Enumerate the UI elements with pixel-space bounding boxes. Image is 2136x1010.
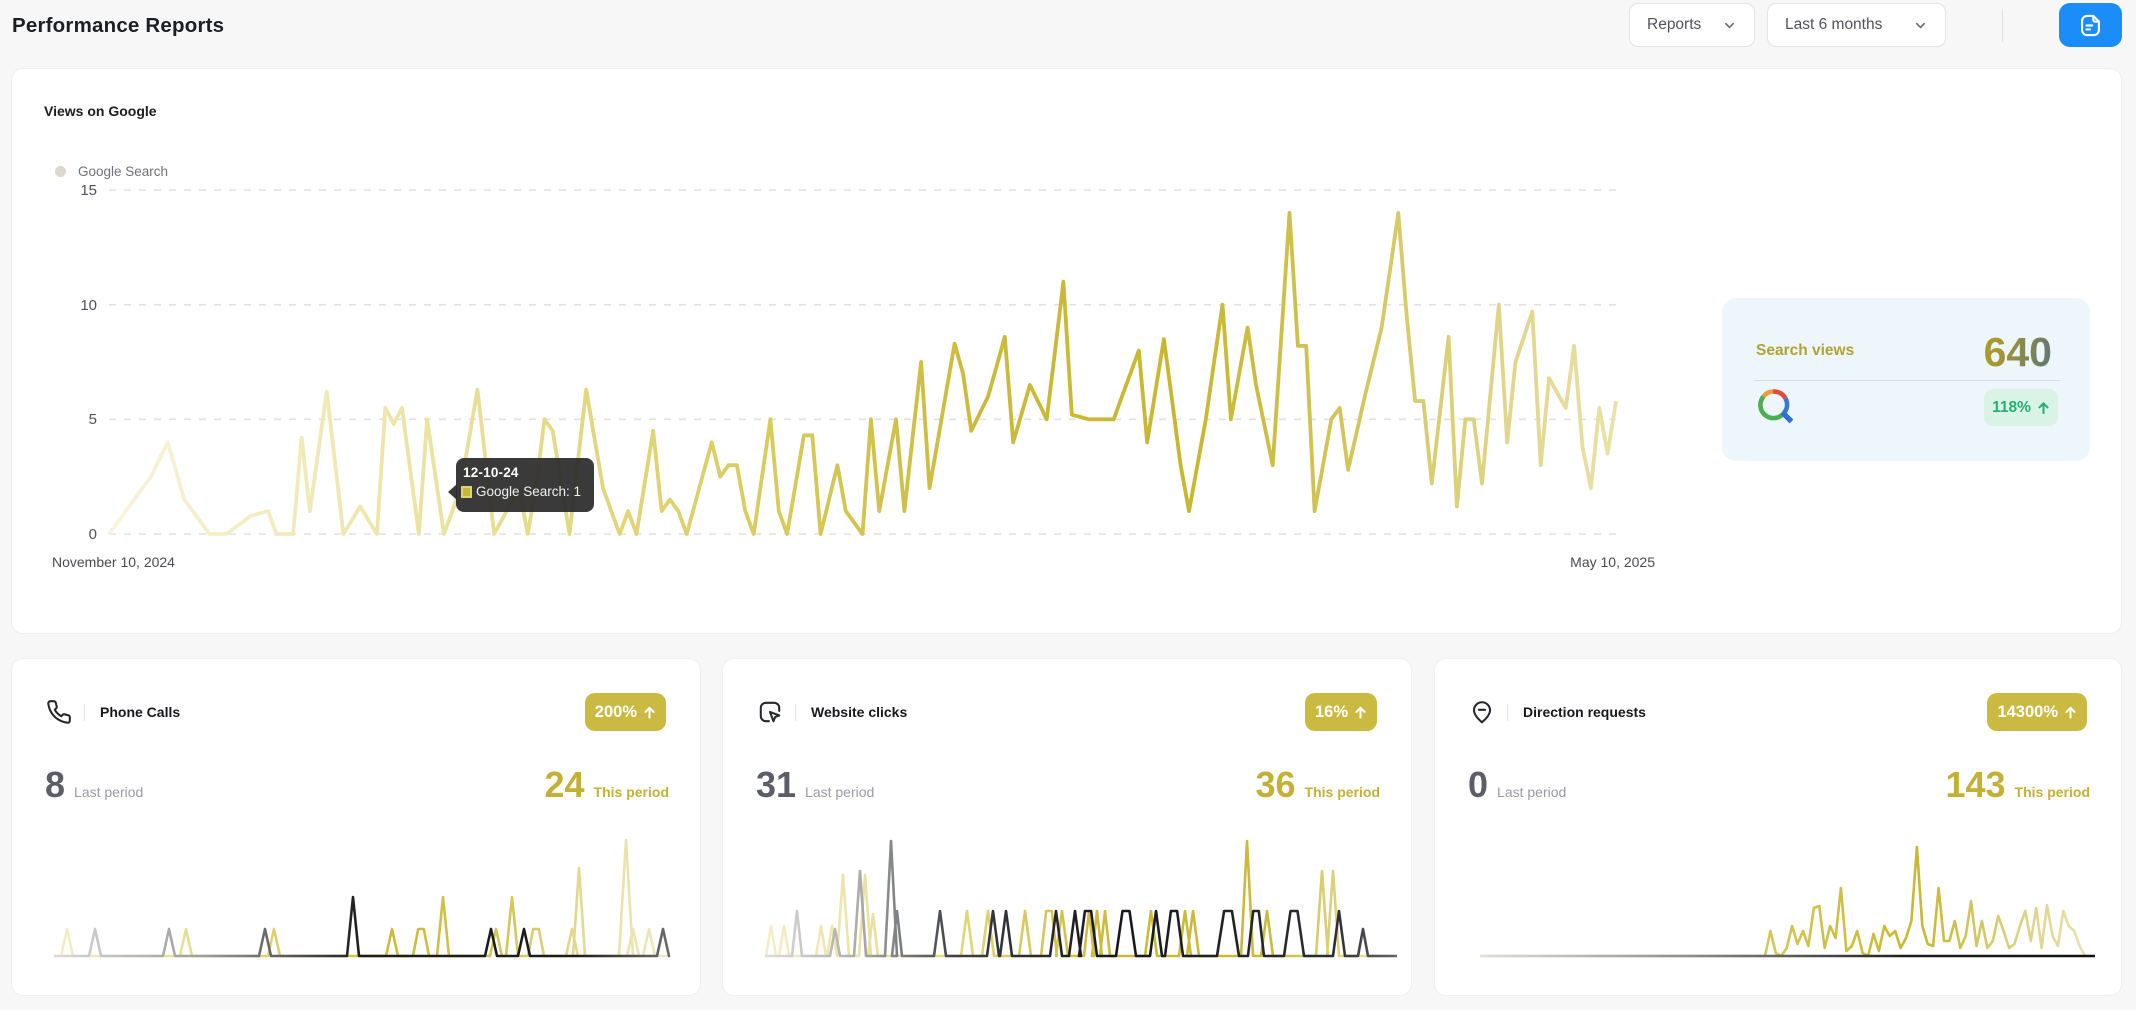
svg-text:November 10, 2024: November 10, 2024 [52,554,175,570]
svg-text:May 10, 2025: May 10, 2025 [1570,554,1655,570]
svg-text:0: 0 [89,526,97,543]
svg-text:5: 5 [89,411,97,428]
svg-text:15: 15 [80,182,97,199]
svg-text:10: 10 [80,297,97,314]
